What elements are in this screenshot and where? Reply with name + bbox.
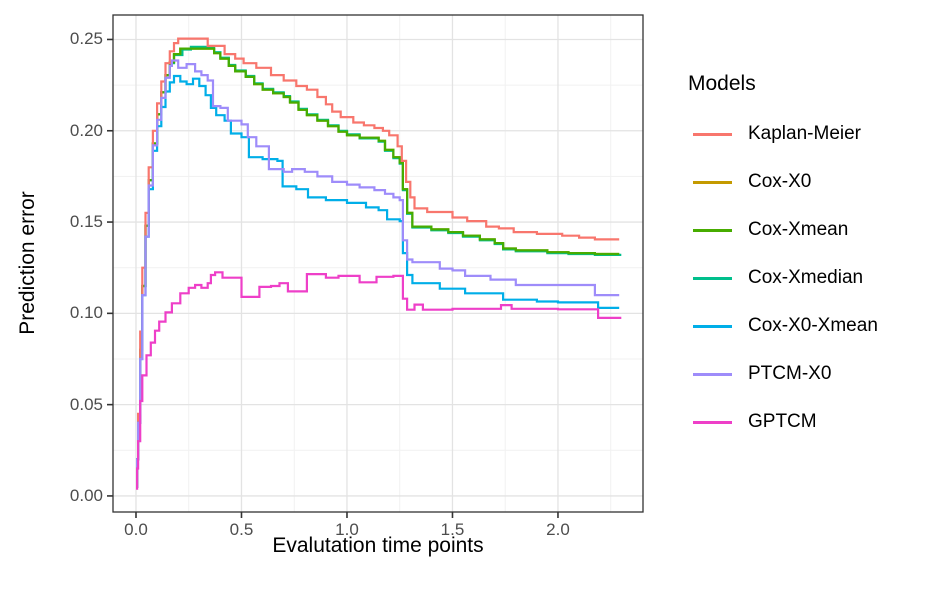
y-tick-label: 0.20 — [69, 120, 103, 140]
plot-line-kaplan-meier — [136, 37, 620, 488]
legend-key-line — [693, 324, 732, 328]
legend: Models Kaplan-Meier Cox-X0 Cox-Xmean Cox-Xm… — [688, 72, 938, 446]
legend-title: Models — [688, 72, 756, 95]
legend-label: Cox-X0 — [748, 171, 812, 192]
legend-item-gptcm: GPTCM — [688, 398, 938, 446]
legend-item-ptcm-x0: PTCM-X0 — [688, 350, 938, 398]
y-tick-label: 0.10 — [69, 303, 103, 323]
legend-item-cox-x0: Cox-X0 — [688, 158, 938, 206]
plot-line-ptcm-x0 — [136, 59, 620, 488]
y-tick-label: 0.00 — [69, 485, 103, 505]
x-tick-label: 2.0 — [546, 520, 570, 539]
legend-key-line — [693, 276, 732, 280]
legend-item-cox-xmean: Cox-Xmean — [688, 206, 938, 254]
legend-key-line — [693, 180, 732, 184]
legend-item-kaplan-meier: Kaplan-Meier — [688, 110, 938, 158]
legend-label: Kaplan-Meier — [748, 123, 861, 144]
legend-item-cox-x0-xmean: Cox-X0-Xmean — [688, 302, 938, 350]
plot-line-gptcm — [136, 271, 622, 490]
y-tick-label: 0.05 — [69, 394, 103, 414]
legend-label: Cox-Xmedian — [748, 267, 864, 288]
x-tick-label: 0.5 — [229, 520, 254, 539]
legend-label: GPTCM — [748, 411, 817, 432]
panel-border — [112, 14, 644, 513]
legend-items: Kaplan-Meier Cox-X0 Cox-Xmean Cox-Xmedian Co… — [688, 110, 938, 446]
y-tick-label: 0.25 — [69, 29, 103, 49]
legend-key-line — [693, 372, 732, 376]
x-tick-label: 0.0 — [124, 520, 148, 539]
legend-key-line — [693, 228, 732, 232]
legend-label: Cox-X0-Xmean — [748, 315, 878, 336]
legend-label: PTCM-X0 — [748, 363, 832, 384]
legend-item-cox-xmedian: Cox-Xmedian — [688, 254, 938, 302]
panel-background — [113, 15, 643, 512]
plot-line-cox-x0-xmean — [136, 74, 620, 488]
x-axis-title: Evalutation time points — [272, 534, 484, 557]
legend-key-line — [693, 420, 732, 424]
x-tick-label: 1.5 — [440, 520, 465, 539]
y-axis-title: Prediction error — [16, 191, 39, 335]
legend-key-line — [693, 132, 732, 136]
x-tick-label: 1.0 — [335, 520, 359, 539]
y-tick-label: 0.15 — [69, 212, 103, 232]
legend-label: Cox-Xmean — [748, 219, 849, 240]
